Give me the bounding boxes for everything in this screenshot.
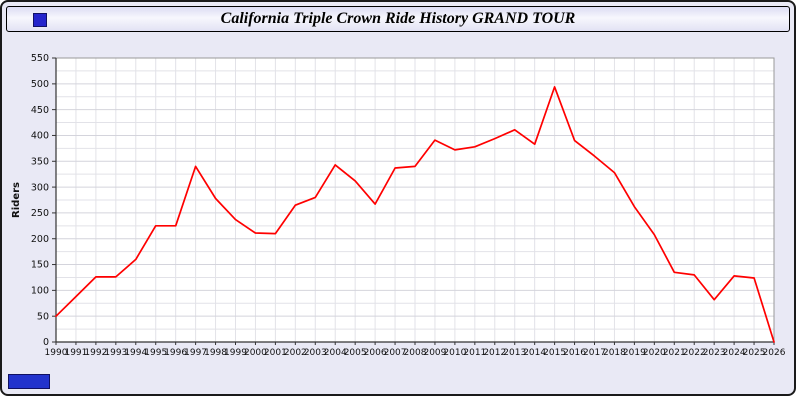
x-tick-label: 1991 xyxy=(64,348,87,358)
x-tick-label: 2017 xyxy=(583,348,606,358)
x-tick-label: 1993 xyxy=(104,348,127,358)
x-tick-label: 2014 xyxy=(523,348,546,358)
x-tick-label: 2020 xyxy=(643,348,666,358)
x-tick-label: 2002 xyxy=(284,348,307,358)
x-tick-label: 2012 xyxy=(483,348,506,358)
y-tick-label: 450 xyxy=(31,105,49,116)
x-tick-label: 2008 xyxy=(404,348,427,358)
y-tick-label: 50 xyxy=(37,311,49,322)
chart-area: 0 50 100 150 200 250 300 350 400 450 500 550 Riders 1… xyxy=(6,44,794,382)
series-riders xyxy=(55,86,775,343)
y-tick-label: 150 xyxy=(31,260,49,271)
y-tick-label: 350 xyxy=(31,156,49,167)
x-tick-label: 1992 xyxy=(84,348,107,358)
y-tick-label: 300 xyxy=(31,182,49,193)
x-tick-label: 2001 xyxy=(264,348,287,358)
x-tick-label: 2005 xyxy=(344,348,367,358)
x-tick-label: 2015 xyxy=(543,348,566,358)
y-axis: 0 50 100 150 200 250 300 350 400 450 500 550 Riders xyxy=(11,53,56,348)
y-tick-label: 0 xyxy=(43,337,49,348)
x-tick-label: 2025 xyxy=(743,348,766,358)
title-bar: California Triple Crown Ride History GRA… xyxy=(6,6,790,32)
axes xyxy=(55,58,774,343)
x-tick-label: 2022 xyxy=(683,348,706,358)
bottom-left-chip xyxy=(8,374,50,389)
y-tick-label: 550 xyxy=(31,53,49,64)
x-tick-label: 1995 xyxy=(144,348,167,358)
y-tick-label: 500 xyxy=(31,79,49,90)
x-tick-label: 2010 xyxy=(443,348,466,358)
x-tick-label: 2000 xyxy=(244,348,267,358)
y-tick-label: 200 xyxy=(31,234,49,245)
x-tick-label: 1997 xyxy=(184,348,207,358)
x-tick-label: 2019 xyxy=(623,348,646,358)
x-tick-label: 1999 xyxy=(224,348,247,358)
y-tick-label: 400 xyxy=(31,131,49,142)
x-tick-label: 2013 xyxy=(503,348,526,358)
x-tick-label: 2016 xyxy=(563,348,586,358)
riders-data-line xyxy=(55,86,775,343)
grid xyxy=(55,57,775,343)
y-tick-label: 250 xyxy=(31,208,49,219)
x-tick-label: 1998 xyxy=(204,348,227,358)
x-tick-label: 2023 xyxy=(703,348,726,358)
chart-title: California Triple Crown Ride History GRA… xyxy=(220,10,576,27)
x-tick-label: 1990 xyxy=(45,348,68,358)
x-axis: 1990199119921993199419951996199719981999… xyxy=(45,342,786,358)
x-tick-label: 2007 xyxy=(384,348,407,358)
x-tick-label: 2024 xyxy=(723,348,746,358)
x-tick-label: 2004 xyxy=(324,348,347,358)
x-tick-label: 2009 xyxy=(423,348,446,358)
x-tick-label: 2006 xyxy=(364,348,387,358)
x-tick-label: 1994 xyxy=(124,348,147,358)
x-tick-label: 2003 xyxy=(304,348,327,358)
x-tick-label: 2018 xyxy=(603,348,626,358)
ride-history-line-chart: 0 50 100 150 200 250 300 350 400 450 500 550 Riders 1… xyxy=(11,53,786,358)
y-axis-title: Riders xyxy=(11,182,22,218)
x-tick-label: 2011 xyxy=(463,348,486,358)
x-tick-label: 2026 xyxy=(763,348,786,358)
x-tick-label: 1996 xyxy=(164,348,187,358)
x-tick-label: 2021 xyxy=(663,348,686,358)
window-icon xyxy=(33,13,47,27)
y-tick-label: 100 xyxy=(31,286,49,297)
